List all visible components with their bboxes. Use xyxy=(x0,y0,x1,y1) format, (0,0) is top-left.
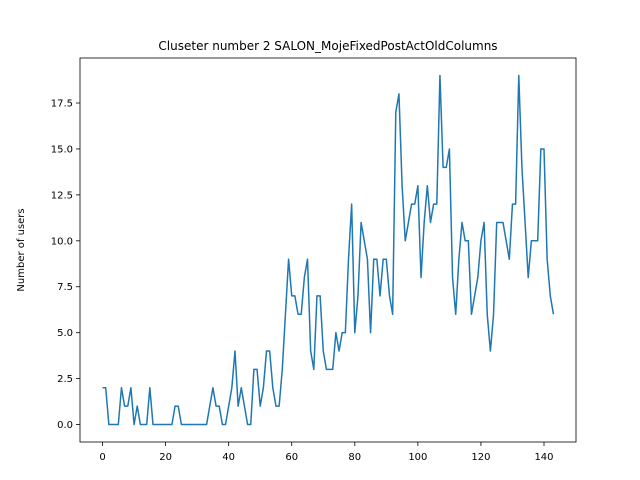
x-tick-label: 120 xyxy=(471,452,490,463)
y-tick-label: 12.5 xyxy=(51,190,73,201)
y-tick-label: 0.0 xyxy=(57,420,73,431)
x-tick-label: 0 xyxy=(99,452,105,463)
x-tick-label: 80 xyxy=(348,452,361,463)
y-axis-label: Number of users xyxy=(16,208,27,291)
x-tick-label: 140 xyxy=(534,452,553,463)
chart-title: Cluseter number 2 SALON_MojeFixedPostAct… xyxy=(158,39,497,53)
y-tick-label: 5.0 xyxy=(57,328,73,339)
x-tick-label: 40 xyxy=(222,452,235,463)
x-tick-label: 60 xyxy=(285,452,298,463)
series-line xyxy=(102,74,555,426)
axes-frame xyxy=(79,57,577,443)
x-tick-label: 100 xyxy=(408,452,427,463)
y-axis-ticks: 0.0 2.5 5.0 7.5 10.0 12.5 15.0 17.5 xyxy=(51,99,80,431)
y-tick-label: 10.0 xyxy=(51,236,73,247)
x-tick-label: 20 xyxy=(159,452,172,463)
x-axis-ticks: 0 20 40 60 80 100 120 140 xyxy=(99,442,554,463)
y-tick-label: 2.5 xyxy=(57,374,73,385)
y-tick-label: 7.5 xyxy=(57,282,73,293)
plot-area xyxy=(102,74,555,426)
y-tick-label: 15.0 xyxy=(51,144,73,155)
y-tick-label: 17.5 xyxy=(51,99,73,110)
